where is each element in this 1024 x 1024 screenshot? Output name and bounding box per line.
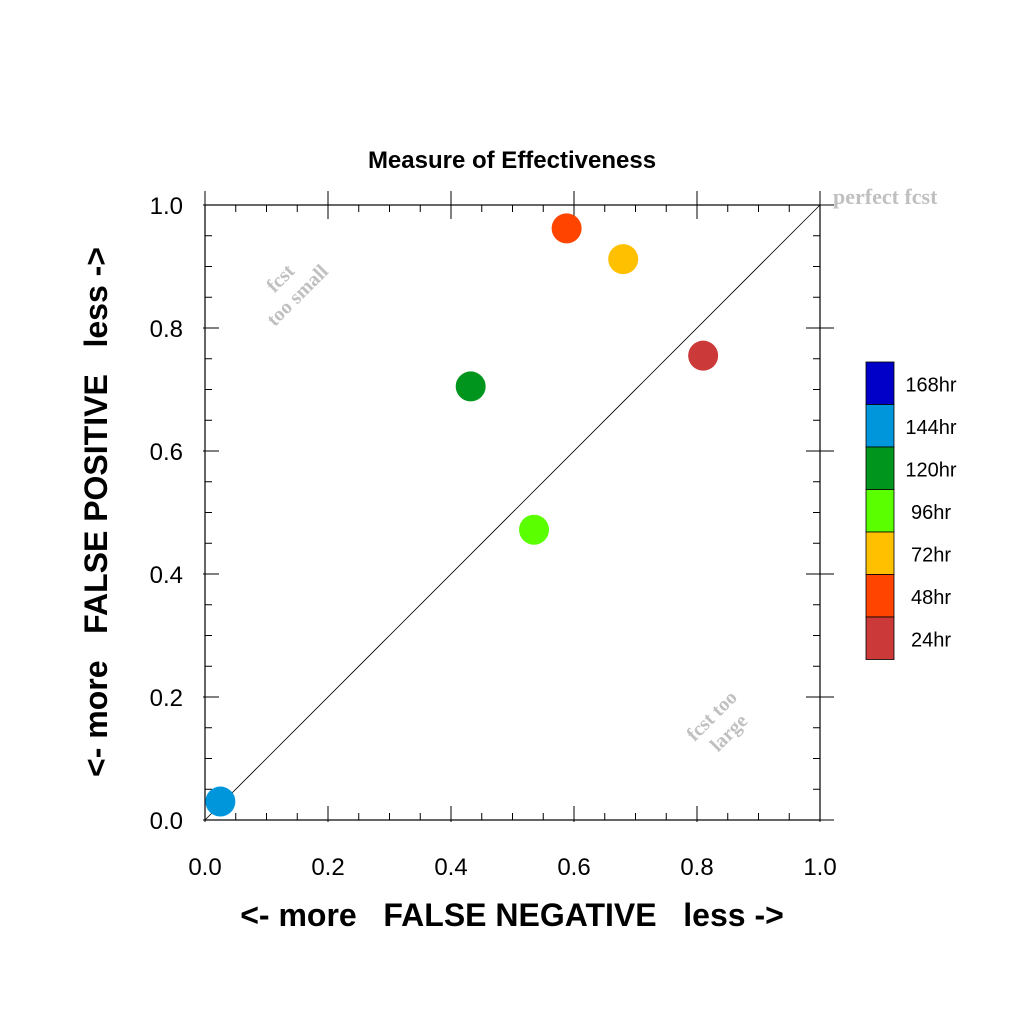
legend-swatch-24hr [865,616,895,660]
y-tick-label: 0.4 [150,562,183,589]
legend-swatch-120hr [865,446,895,490]
point-120hr [455,371,486,402]
axis-ticks: 0.0 0.2 0.4 0.6 0.8 1.0 0.0 0.2 0.4 0.6 0.8 1.0 [150,191,837,881]
x-tick-label: 0.6 [557,854,590,881]
point-24hr [688,340,719,371]
annotation-perfect-fcst: perfect fcst [833,184,938,209]
x-tick-label: 0.2 [311,854,344,881]
chart-title: Measure of Effectiveness [368,147,656,174]
point-48hr [551,213,582,244]
x-tick-label: 1.0 [803,854,836,881]
y-tick-label: 0.6 [150,439,183,466]
point-72hr [608,244,639,275]
x-tick-label: 0.4 [434,854,467,881]
legend-swatch-72hr [865,531,895,575]
y-tick-label: 0.0 [150,808,183,835]
legend-label-120hr: 120hr [905,459,956,481]
point-96hr [519,514,550,545]
point-144hr [205,786,236,817]
legend-label-168hr: 168hr [905,374,956,396]
x-tick-label: 0.8 [680,854,713,881]
data-points [205,213,719,817]
x-axis-label: <- more FALSE NEGATIVE less -> [240,897,784,933]
y-tick-label: 1.0 [150,193,183,220]
legend-swatch-48hr [865,574,895,618]
x-tick-label: 0.0 [188,854,221,881]
y-axis-label: <- more FALSE POSITIVE less -> [78,247,114,777]
legend-swatch-96hr [865,489,895,533]
legend-label-48hr: 48hr [911,587,951,609]
legend-label-72hr: 72hr [911,544,951,566]
y-tick-label: 0.2 [150,685,183,712]
legend-label-24hr: 24hr [911,629,951,651]
legend-label-96hr: 96hr [911,502,951,524]
legend-label-144hr: 144hr [905,417,956,439]
y-tick-label: 0.8 [150,316,183,343]
legend: 168hr 144hr 120hr 96hr 72hr 48hr 24hr [865,361,957,660]
legend-swatch-168hr [865,361,895,405]
perfect-forecast-diagonal [204,204,821,821]
legend-swatch-144hr [865,404,895,448]
plot-area: 0.0 0.2 0.4 0.6 0.8 1.0 0.0 0.2 0.4 0.6 0.8 1.0 [150,191,837,881]
